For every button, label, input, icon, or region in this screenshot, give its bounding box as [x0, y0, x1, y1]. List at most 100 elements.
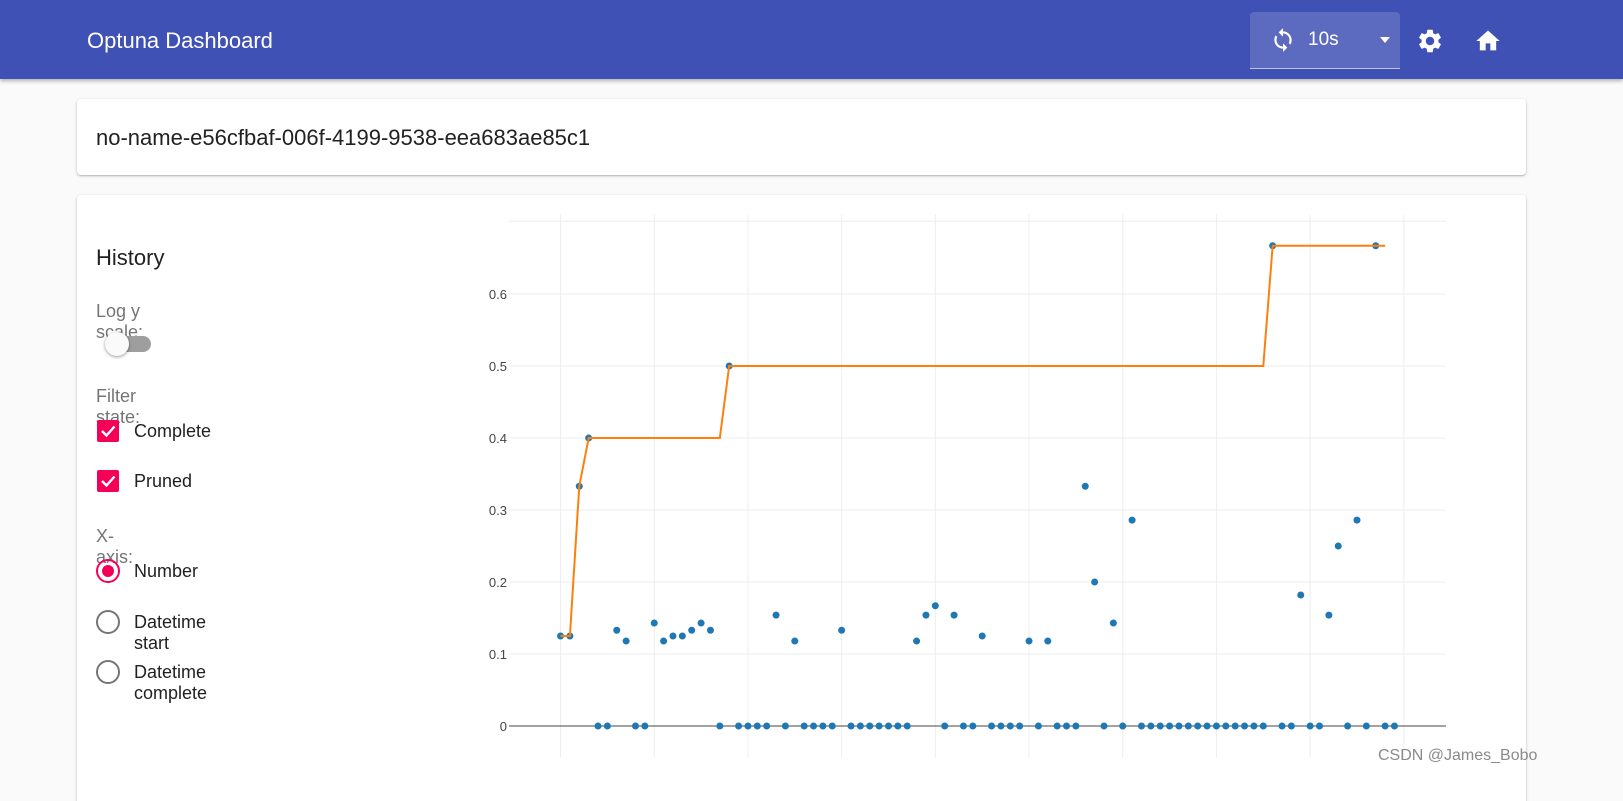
- checkbox[interactable]: [97, 470, 119, 492]
- trial-point: [594, 722, 602, 730]
- trial-point: [1203, 722, 1211, 730]
- checkbox-label: Pruned: [134, 471, 193, 491]
- history-title: History: [96, 245, 165, 270]
- trial-point: [1287, 722, 1295, 730]
- radio-label: Datetime complete: [134, 662, 208, 703]
- trial-point: [763, 722, 771, 730]
- home-icon[interactable]: [1474, 27, 1502, 55]
- trial-point: [866, 722, 874, 730]
- y-tick-label: 0.1: [489, 647, 507, 662]
- trial-point: [969, 722, 977, 730]
- trial-point: [1128, 516, 1136, 524]
- refresh-icon: [1274, 28, 1292, 52]
- app-title: Optuna Dashboard: [87, 28, 273, 53]
- trial-point: [903, 722, 911, 730]
- trial-point: [1250, 722, 1258, 730]
- check-mark: [101, 425, 116, 438]
- trial-point: [1381, 722, 1389, 730]
- trial-point: [1390, 722, 1398, 730]
- trial-point: [1034, 722, 1042, 730]
- trial-point: [988, 722, 996, 730]
- app-bar: Optuna Dashboard 10s: [0, 0, 1623, 79]
- trial-point: [950, 611, 958, 619]
- trial-point: [1362, 722, 1370, 730]
- trial-point: [1006, 722, 1014, 730]
- trial-point: [753, 722, 761, 730]
- trial-point: [622, 637, 630, 645]
- trial-point: [1259, 722, 1267, 730]
- trial-point: [810, 722, 818, 730]
- trial-point: [791, 637, 799, 645]
- radio-label: Datetime start: [134, 611, 207, 653]
- trial-point: [913, 637, 921, 645]
- y-tick-label: 0.3: [489, 503, 507, 518]
- trial-point: [997, 722, 1005, 730]
- check-mark: [101, 475, 116, 488]
- trial-point: [613, 626, 621, 634]
- trial-point: [875, 722, 883, 730]
- trial-point: [1063, 722, 1071, 730]
- trial-point: [1297, 591, 1305, 599]
- trial-point: [716, 722, 724, 730]
- settings-icon[interactable]: [1416, 27, 1444, 55]
- trial-point: [650, 619, 658, 627]
- trial-point: [1278, 722, 1286, 730]
- dropdown-arrow: [1380, 37, 1390, 43]
- trial-point: [1137, 722, 1145, 730]
- history-card: [77, 195, 1526, 801]
- trial-point: [1081, 482, 1089, 490]
- trial-point: [1222, 722, 1230, 730]
- study-card: no-name-e56cfbaf-006f-4199-9538-eea683ae…: [77, 99, 1526, 175]
- trial-point: [1156, 722, 1164, 730]
- trial-point: [1175, 722, 1183, 730]
- checkbox[interactable]: [97, 420, 119, 442]
- radio[interactable]: [96, 660, 120, 684]
- watermark: CSDN @James_Bobo: [1378, 747, 1538, 764]
- trial-point: [706, 626, 714, 634]
- trial-point: [856, 722, 864, 730]
- radio-label: Number: [134, 561, 199, 581]
- trial-point: [1353, 516, 1361, 524]
- trial-point: [631, 722, 639, 730]
- trial-point: [1119, 722, 1127, 730]
- trial-point: [959, 722, 967, 730]
- trial-point: [781, 722, 789, 730]
- trial-point: [847, 722, 855, 730]
- trial-point: [1184, 722, 1192, 730]
- trial-point: [838, 626, 846, 634]
- trial-point: [894, 722, 902, 730]
- refresh-value: 10s: [1308, 29, 1339, 50]
- trial-point: [1212, 722, 1220, 730]
- trial-point: [1316, 722, 1324, 730]
- y-tick-label: 0.2: [489, 575, 507, 590]
- trial-point: [1044, 637, 1052, 645]
- trial-point: [922, 611, 930, 619]
- trial-point: [660, 637, 668, 645]
- study-name: no-name-e56cfbaf-006f-4199-9538-eea683ae…: [96, 125, 591, 150]
- trial-point: [1109, 619, 1117, 627]
- trial-point: [688, 626, 696, 634]
- y-tick-label: 0.6: [489, 287, 507, 302]
- trial-point: [1016, 722, 1024, 730]
- radio[interactable]: [96, 609, 120, 634]
- trial-point: [697, 619, 705, 627]
- trial-point: [931, 602, 939, 610]
- refresh-select[interactable]: 10s: [1250, 12, 1400, 69]
- trial-point: [603, 722, 611, 730]
- trial-point: [641, 722, 649, 730]
- radio[interactable]: [96, 559, 120, 583]
- trial-point: [1231, 722, 1239, 730]
- trial-point: [1344, 722, 1352, 730]
- trial-point: [978, 632, 986, 640]
- trial-point: [1053, 722, 1061, 730]
- trial-point: [1072, 722, 1080, 730]
- toggle-thumb[interactable]: [105, 332, 129, 356]
- trial-point: [1166, 722, 1174, 730]
- y-tick-label: 0.4: [489, 431, 507, 446]
- trial-point: [800, 722, 808, 730]
- trial-point: [819, 722, 827, 730]
- trial-point: [1194, 722, 1202, 730]
- trial-point: [941, 722, 949, 730]
